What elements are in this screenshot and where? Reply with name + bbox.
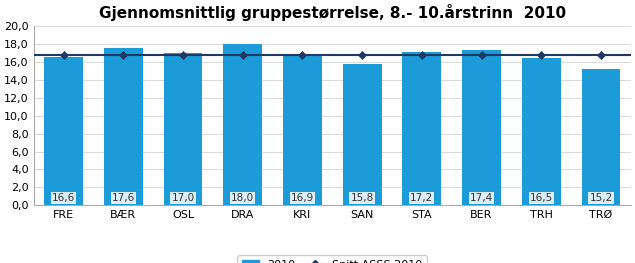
Text: 15,2: 15,2: [589, 193, 613, 203]
Bar: [44, 57, 83, 205]
Bar: [104, 48, 143, 205]
Text: 15,8: 15,8: [351, 193, 374, 203]
Bar: [283, 54, 322, 205]
Text: 17,2: 17,2: [410, 193, 434, 203]
Text: 17,6: 17,6: [112, 193, 135, 203]
Bar: [462, 50, 501, 205]
Text: 16,5: 16,5: [530, 193, 553, 203]
Text: 17,0: 17,0: [171, 193, 194, 203]
Title: Gjennomsnittlig gruppestørrelse, 8.- 10.årstrinn  2010: Gjennomsnittlig gruppestørrelse, 8.- 10.…: [98, 4, 566, 21]
Bar: [403, 52, 441, 205]
Bar: [343, 64, 382, 205]
Legend: 2010, Snitt ASSS 2010: 2010, Snitt ASSS 2010: [237, 255, 427, 263]
Bar: [582, 69, 620, 205]
Bar: [522, 58, 561, 205]
Text: 16,6: 16,6: [52, 193, 75, 203]
Bar: [164, 53, 203, 205]
Text: 18,0: 18,0: [231, 193, 254, 203]
Text: 17,4: 17,4: [470, 193, 493, 203]
Text: 16,9: 16,9: [291, 193, 314, 203]
Bar: [224, 44, 262, 205]
